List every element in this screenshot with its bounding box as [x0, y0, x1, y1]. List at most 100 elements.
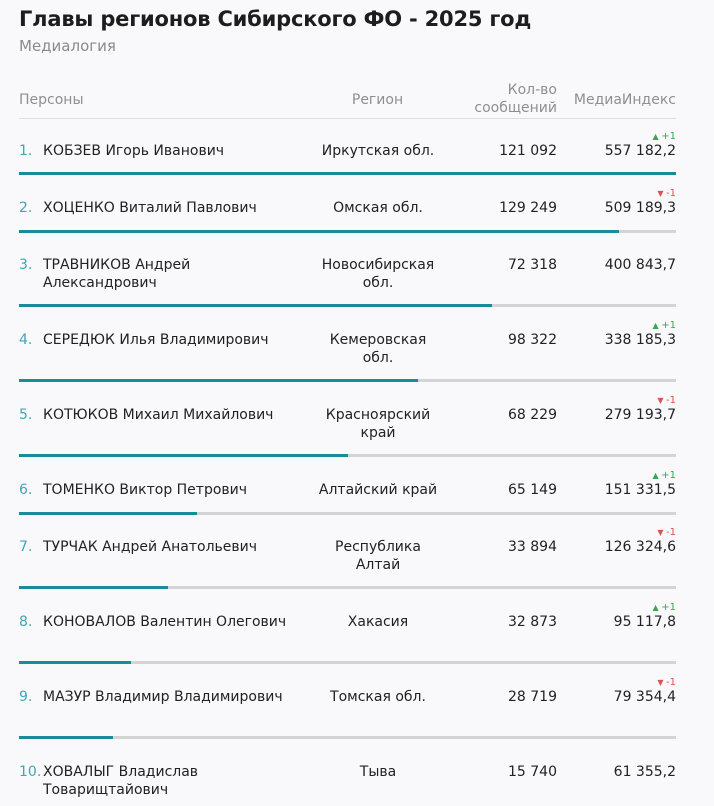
region-name: Иркутская обл. [321, 143, 435, 159]
media-index-bar [19, 230, 619, 233]
rank-up-indicator: ▲ +1 [653, 131, 676, 142]
media-index-value: 400 843,7 [604, 257, 676, 273]
rank-change-value: +1 [661, 131, 676, 142]
media-index-value: 79 354,4 [613, 689, 676, 705]
person-name: ТУРЧАК Андрей Анатольевич [43, 539, 258, 555]
rank-number: 7. [19, 539, 33, 555]
rank-down-indicator: ▼ -1 [657, 188, 676, 199]
triangle-up-icon: ▲ [652, 132, 662, 141]
region-name: Красноярский край [325, 407, 431, 441]
message-count: 121 092 [499, 143, 557, 159]
rank-change-value: -1 [666, 188, 676, 199]
rank-down-indicator: ▼ -1 [657, 395, 676, 406]
triangle-up-icon: ▲ [652, 321, 662, 330]
header-region: Регион [351, 92, 404, 108]
media-index-value: 126 324,6 [604, 539, 676, 555]
person-name: КОБЗЕВ Игорь Иванович [43, 143, 225, 159]
media-index-bar [19, 512, 197, 515]
media-index-bar-track [19, 586, 676, 589]
rank-number: 4. [19, 332, 33, 348]
rank-up-indicator: ▲ +1 [653, 320, 676, 331]
message-count: 65 149 [508, 482, 557, 498]
message-count: 98 322 [508, 332, 557, 348]
region-name: Томская обл. [330, 689, 426, 705]
rank-change-value: +1 [661, 320, 676, 331]
rank-number: 2. [19, 200, 33, 216]
message-count: 72 318 [508, 257, 557, 273]
rank-number: 1. [19, 143, 33, 159]
header-count: Кол-во сообщений [474, 82, 557, 116]
media-index-bar [19, 379, 418, 382]
rank-change-value: +1 [661, 470, 676, 481]
message-count: 28 719 [508, 689, 557, 705]
triangle-down-icon: ▼ [657, 189, 667, 198]
rank-down-indicator: ▼ -1 [657, 677, 676, 688]
region-name: Омская обл. [333, 200, 423, 216]
media-index-bar-track [19, 454, 676, 457]
page-title: Главы регионов Сибирского ФО - 2025 год [19, 7, 532, 31]
person-name: ТРАВНИКОВ Андрей Александрович [43, 257, 191, 291]
person-name: ТОМЕНКО Виктор Петрович [43, 482, 248, 498]
triangle-down-icon: ▼ [657, 528, 667, 537]
rank-change-value: -1 [666, 527, 676, 538]
media-index-bar [19, 736, 113, 739]
rank-number: 8. [19, 614, 33, 630]
media-index-bar-track [19, 304, 676, 307]
rank-number: 6. [19, 482, 33, 498]
triangle-down-icon: ▼ [657, 678, 667, 687]
media-index-bar [19, 454, 348, 457]
rank-number: 5. [19, 407, 33, 423]
message-count: 129 249 [499, 200, 557, 216]
header-persons: Персоны [19, 92, 84, 108]
media-index-value: 61 355,2 [613, 764, 676, 780]
rank-number: 3. [19, 257, 33, 273]
message-count: 32 873 [508, 614, 557, 630]
triangle-up-icon: ▲ [652, 471, 662, 480]
triangle-down-icon: ▼ [657, 396, 667, 405]
media-index-bar-track [19, 230, 676, 233]
media-index-value: 557 182,2 [604, 143, 676, 159]
triangle-up-icon: ▲ [652, 603, 662, 612]
rank-down-indicator: ▼ -1 [657, 527, 676, 538]
person-name: МАЗУР Владимир Владимирович [43, 689, 283, 705]
person-name: ХОЦЕНКО Виталий Павлович [43, 200, 257, 216]
person-name: СЕРЕДЮК Илья Владимирович [43, 332, 269, 348]
person-name: КОНОВАЛОВ Валентин Олегович [43, 614, 287, 630]
region-name: Тыва [359, 764, 397, 780]
rank-up-indicator: ▲ +1 [653, 602, 676, 613]
rank-up-indicator: ▲ +1 [653, 470, 676, 481]
message-count: 68 229 [508, 407, 557, 423]
person-name: ХОВАЛЫГ Владислав Товарищтайович [43, 764, 199, 798]
rank-number: 9. [19, 689, 33, 705]
rank-change-value: -1 [666, 677, 676, 688]
region-name: Алтайский край [318, 482, 438, 498]
media-index-bar-track [19, 379, 676, 382]
media-index-value: 95 117,8 [613, 614, 676, 630]
media-index-value: 151 331,5 [604, 482, 676, 498]
person-name: КОТЮКОВ Михаил Михайлович [43, 407, 274, 423]
media-index-bar-track [19, 736, 676, 739]
region-name: Новосибирская обл. [321, 257, 435, 291]
media-index-bar [19, 304, 492, 307]
region-name: Хакасия [347, 614, 409, 630]
media-index-bar [19, 586, 168, 589]
media-index-value: 509 189,3 [604, 200, 676, 216]
media-index-value: 279 193,7 [604, 407, 676, 423]
media-index-value: 338 185,3 [604, 332, 676, 348]
page-subtitle: Медиалогия [19, 37, 116, 55]
rank-change-value: +1 [661, 602, 676, 613]
message-count: 15 740 [508, 764, 557, 780]
media-index-bar-track [19, 661, 676, 664]
media-index-bar-track [19, 512, 676, 515]
media-index-bar [19, 172, 676, 175]
media-index-bar [19, 661, 131, 664]
region-name: Республика Алтай [335, 539, 421, 573]
media-index-bar-track [19, 172, 676, 175]
rank-change-value: -1 [666, 395, 676, 406]
header-media-index: МедиаИндекс [573, 92, 676, 108]
header-divider [19, 118, 676, 119]
region-name: Кемеровская обл. [329, 332, 427, 366]
rank-number: 10. [19, 764, 42, 780]
message-count: 33 894 [508, 539, 557, 555]
